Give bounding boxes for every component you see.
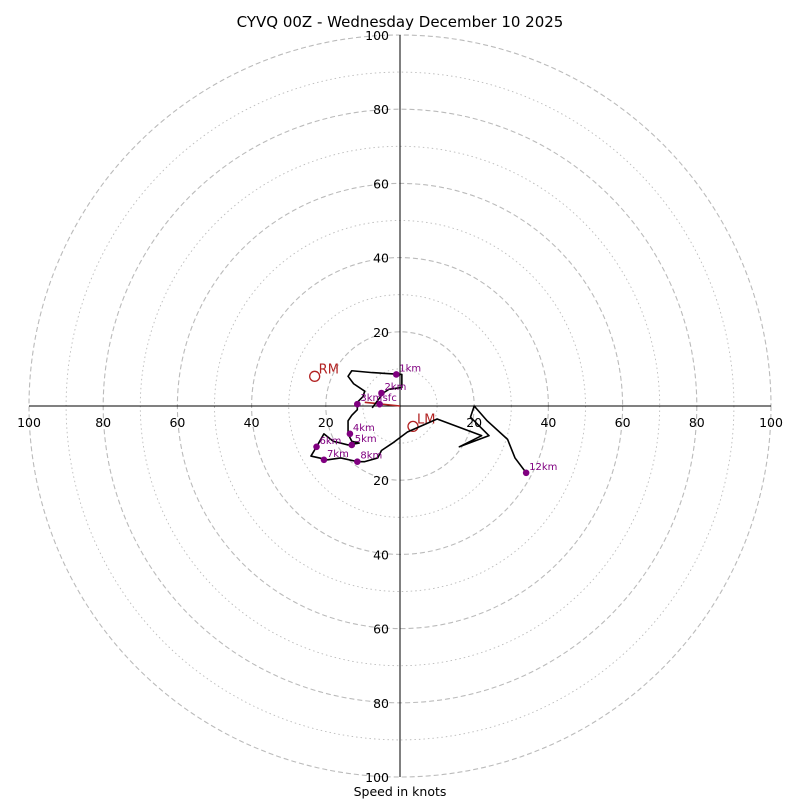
storm-motion-label: RM bbox=[319, 362, 339, 377]
height-label: 12km bbox=[529, 462, 557, 473]
height-label: 4km bbox=[353, 423, 375, 434]
x-tick-label: 100 bbox=[17, 415, 41, 430]
height-label: 3km bbox=[360, 393, 382, 404]
y-tick-label: 80 bbox=[373, 102, 389, 117]
height-marker bbox=[392, 371, 400, 378]
storm-motion-marker bbox=[407, 420, 419, 433]
x-tick-label: 60 bbox=[615, 415, 631, 430]
x-tick-label: 40 bbox=[540, 415, 556, 430]
storm-motion-marker bbox=[309, 370, 321, 382]
y-tick-label: 100 bbox=[365, 770, 389, 785]
x-tick-label: 60 bbox=[169, 415, 185, 430]
height-marker bbox=[376, 400, 383, 408]
height-label: sfc bbox=[383, 393, 397, 404]
y-tick-label: 60 bbox=[373, 176, 389, 191]
storm-motion-label: LM bbox=[417, 412, 435, 427]
height-label: 5km bbox=[355, 434, 377, 445]
height-marker bbox=[346, 430, 354, 438]
y-tick-label: 100 bbox=[365, 28, 389, 43]
height-label: 2km bbox=[384, 382, 406, 393]
x-tick-label: 20 bbox=[318, 415, 334, 430]
y-tick-label: 40 bbox=[373, 251, 389, 266]
height-marker bbox=[354, 458, 361, 465]
hodograph-trace bbox=[310, 369, 527, 474]
y-tick-label: 20 bbox=[373, 473, 389, 488]
hodograph-trace-group bbox=[310, 369, 527, 474]
x-tick-label: 80 bbox=[95, 415, 111, 430]
height-marker bbox=[522, 469, 530, 477]
height-label: 1km bbox=[399, 363, 421, 374]
y-tick-label: 20 bbox=[373, 325, 389, 340]
height-label: 8km bbox=[360, 451, 382, 462]
height-marker bbox=[354, 400, 361, 408]
x-axis-label: Speed in knots bbox=[354, 784, 447, 799]
x-tick-label: 100 bbox=[759, 415, 783, 430]
x-tick-label: 20 bbox=[466, 415, 482, 430]
height-marker bbox=[313, 443, 320, 451]
storm-motion: RM LM bbox=[309, 362, 435, 433]
y-tick-label: 60 bbox=[373, 622, 389, 637]
y-tick-label: 40 bbox=[373, 547, 389, 562]
height-marker bbox=[320, 456, 328, 464]
x-tick-label: 40 bbox=[244, 415, 260, 430]
x-tick-label: 80 bbox=[689, 415, 705, 430]
chart-title: CYVQ 00Z - Wednesday December 10 2025 bbox=[237, 13, 564, 31]
height-marker bbox=[378, 389, 385, 397]
y-tick-label: 80 bbox=[373, 696, 389, 711]
height-label: 7km bbox=[327, 449, 349, 460]
tick-labels: 20 20 20 20 40 40 40 40 60 60 60 60 80 80 80 80 100 100 10… bbox=[17, 28, 783, 785]
height-marker bbox=[348, 441, 356, 449]
height-label: 6km bbox=[320, 436, 342, 447]
